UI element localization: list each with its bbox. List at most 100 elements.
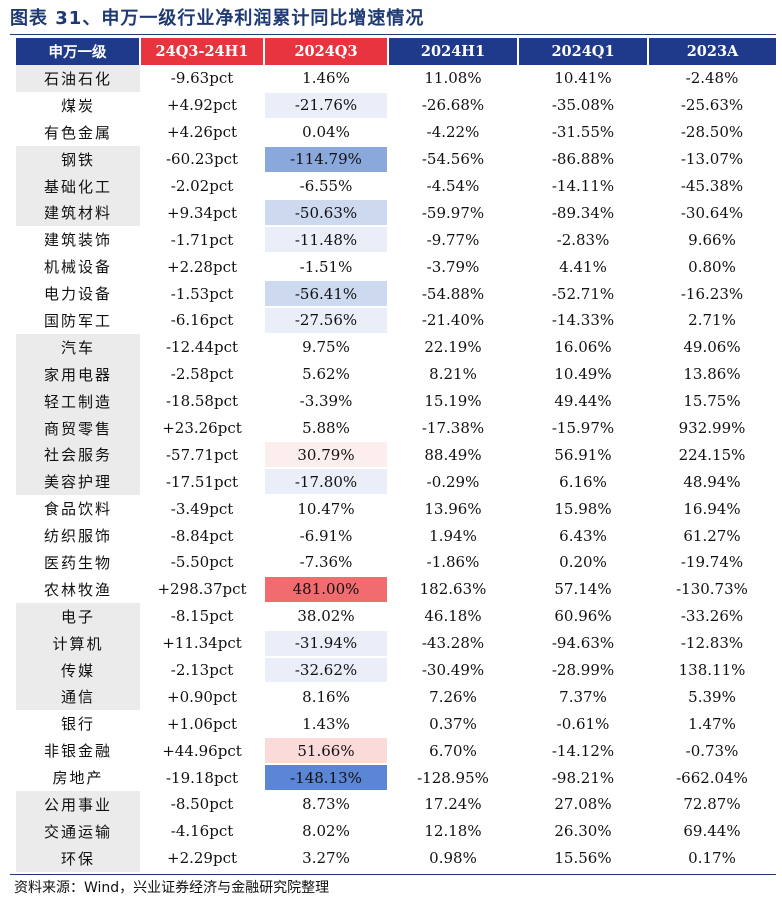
h1-cell: 88.49% [424, 445, 482, 464]
h1-cell: -21.40% [421, 311, 485, 330]
diff-cell: -1.71pct [170, 230, 234, 249]
q1-cell: 6.16% [559, 472, 607, 491]
diff-cell: +44.96pct [162, 741, 242, 760]
y2023-cell: 1.47% [688, 714, 736, 733]
diff-cell: -9.63pct [170, 69, 234, 88]
h1-cell: 22.19% [424, 338, 482, 357]
q1-cell: 10.41% [554, 69, 612, 88]
q3-cell: -11.48% [264, 226, 388, 254]
q1-cell: 49.44% [554, 392, 612, 411]
q1-cell: -14.12% [551, 741, 615, 760]
q3-cell: 8.02% [302, 822, 350, 841]
h1-cell: 13.96% [424, 499, 482, 518]
q3-cell: 10.47% [297, 499, 355, 518]
diff-cell: +9.34pct [167, 203, 237, 222]
q3-cell: 481.00% [264, 575, 388, 603]
q1-cell: 7.37% [559, 687, 607, 706]
q3-cell: -1.51% [299, 257, 353, 276]
q3-cell: -17.80% [264, 468, 388, 496]
q1-cell: -14.33% [551, 311, 615, 330]
diff-cell: -2.58pct [170, 365, 234, 384]
h1-cell: 7.26% [429, 687, 477, 706]
diff-cell: -18.58pct [165, 392, 239, 411]
diff-cell: -17.51pct [165, 472, 239, 491]
y2023-cell: -0.73% [685, 741, 739, 760]
q1-cell: 6.43% [559, 526, 607, 545]
h1-cell: -54.88% [421, 284, 485, 303]
q1-cell: -89.34% [551, 203, 615, 222]
industry-name-cell: 医药生物 [43, 553, 112, 572]
column-header-2024q3: 2024Q3 [264, 38, 389, 65]
q3-cell: -32.62% [264, 656, 388, 684]
table-row: 商贸零售 +23.26pct 5.88% -17.38% -15.97% 932.99% [16, 414, 776, 442]
h1-cell: -0.29% [426, 472, 480, 491]
h1-cell: 182.63% [419, 580, 487, 599]
q1-cell: -28.99% [551, 661, 615, 680]
table-row: 食品饮料 -3.49pct 10.47% 13.96% 15.98% 16.94% [16, 495, 776, 522]
h1-cell: -9.77% [426, 230, 480, 249]
q1-cell: 0.20% [559, 553, 607, 572]
diff-cell: -57.71pct [165, 445, 239, 464]
q3-cell: -148.13% [264, 764, 388, 792]
y2023-cell: -30.64% [680, 203, 744, 222]
q3-cell: -3.39% [299, 392, 353, 411]
diff-cell: -12.44pct [165, 338, 239, 357]
q3-cell: -7.36% [299, 553, 353, 572]
table-row: 传媒 -2.13pct -32.62% -30.49% -28.99% 138.11% [16, 656, 776, 684]
q3-cell: 8.16% [302, 687, 350, 706]
table-row: 煤炭 +4.92pct -21.76% -26.68% -35.08% -25.63% [16, 91, 776, 119]
y2023-cell: 0.17% [688, 849, 736, 868]
y2023-cell: -25.63% [680, 96, 744, 115]
q1-cell: 60.96% [554, 607, 612, 626]
q3-cell: 38.02% [297, 607, 355, 626]
column-header-industry: 申万一级 [16, 38, 141, 65]
h1-cell: -26.68% [421, 96, 485, 115]
h1-cell: 0.98% [429, 849, 477, 868]
q3-cell: -31.94% [264, 629, 388, 657]
table-row: 非银金融 +44.96pct 51.66% 6.70% -14.12% -0.73% [16, 737, 776, 765]
table-body: 石油石化 -9.63pct 1.46% 11.08% 10.41% -2.48% 煤炭 +4.… [16, 65, 776, 872]
h1-cell: -4.54% [426, 177, 480, 195]
diff-cell: -2.13pct [170, 661, 234, 680]
diff-cell: +1.06pct [167, 714, 237, 733]
h1-cell: -30.49% [421, 661, 485, 680]
industry-name-cell: 建筑装饰 [43, 231, 112, 250]
table-row: 银行 +1.06pct 1.43% 0.37% -0.61% 1.47% [16, 710, 776, 737]
table-row: 建筑材料 +9.34pct -50.63% -59.97% -89.34% -30.64% [16, 199, 776, 227]
footer-divider [10, 874, 776, 875]
table-row: 国防军工 -6.16pct -27.56% -21.40% -14.33% 2.71% [16, 307, 776, 334]
y2023-cell: 224.15% [678, 445, 746, 464]
industry-name-cell: 银行 [60, 715, 95, 734]
table-row: 电力设备 -1.53pct -56.41% -54.88% -52.71% -16.23% [16, 280, 776, 308]
q1-cell: 57.14% [554, 580, 612, 599]
table-row: 电子 -8.15pct 38.02% 46.18% 60.96% -33.26% [16, 602, 776, 630]
table-row: 轻工制造 -18.58pct -3.39% 15.19% 49.44% 15.75% [16, 387, 776, 415]
y2023-cell: -12.83% [680, 634, 744, 653]
q3-cell: -6.91% [299, 526, 353, 545]
industry-name-cell: 国防军工 [43, 311, 112, 330]
q1-cell: 15.98% [554, 499, 612, 518]
industry-name-cell: 煤炭 [60, 96, 95, 115]
q1-cell: -31.55% [551, 123, 615, 142]
industry-name-cell: 建筑材料 [16, 199, 140, 227]
q1-cell: -15.97% [551, 419, 615, 438]
h1-cell: 0.37% [429, 714, 477, 733]
industry-name-cell: 汽车 [16, 333, 140, 361]
h1-cell: -59.97% [421, 203, 485, 222]
y2023-cell: 932.99% [678, 419, 746, 438]
h1-cell: -3.79% [426, 257, 480, 276]
industry-name-cell: 食品饮料 [43, 500, 112, 519]
h1-cell: -128.95% [417, 768, 489, 787]
y2023-cell: 9.66% [688, 230, 736, 249]
y2023-cell: 69.44% [683, 822, 741, 841]
table-row: 交通运输 -4.16pct 8.02% 12.18% 26.30% 69.44% [16, 817, 776, 845]
q1-cell: -98.21% [551, 768, 615, 787]
column-header-2024h1: 2024H1 [388, 38, 519, 65]
title-divider [10, 34, 776, 35]
diff-cell: -8.50pct [170, 795, 234, 814]
table-row: 环保 +2.29pct 3.27% 0.98% 15.56% 0.17% [16, 844, 776, 872]
q1-cell: 56.91% [554, 445, 612, 464]
y2023-cell: 61.27% [683, 526, 741, 545]
y2023-cell: -130.73% [676, 580, 748, 599]
h1-cell: -54.56% [421, 150, 485, 169]
